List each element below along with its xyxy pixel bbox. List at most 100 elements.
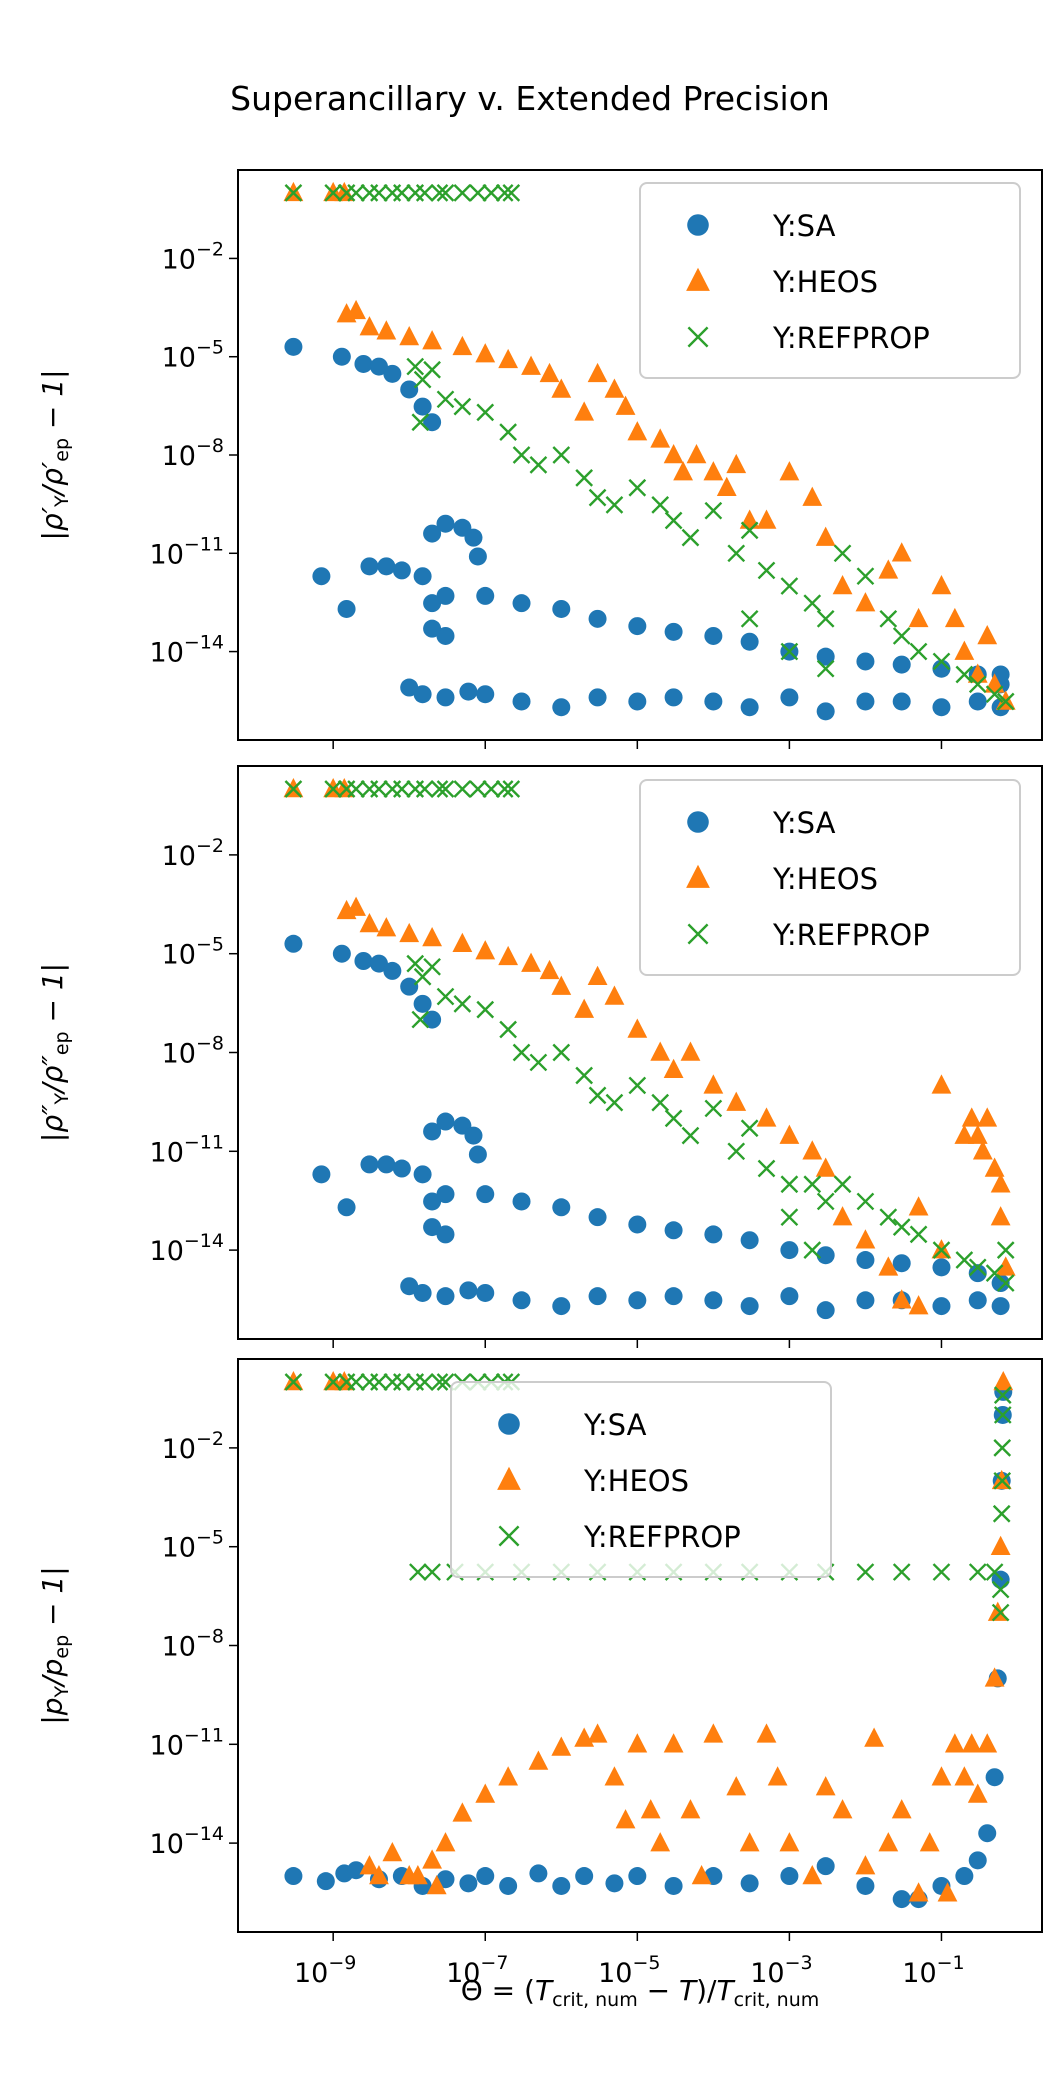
data-point-triangle <box>815 526 836 546</box>
data-point-circle <box>932 1297 951 1316</box>
data-point-triangle <box>779 1124 800 1144</box>
data-point-triangle <box>551 975 572 995</box>
data-point-triangle <box>990 1173 1011 1193</box>
data-point-circle <box>413 685 432 704</box>
data-point-circle <box>575 1867 594 1886</box>
y-label-subscript: ep <box>51 1635 73 1659</box>
data-point-triangle <box>984 1157 1005 1177</box>
x-tick-exponent: −5 <box>632 1952 660 1974</box>
data-point-circle <box>383 364 402 383</box>
data-point-triangle <box>680 1041 701 1061</box>
data-point-circle <box>704 626 723 645</box>
x-tick-exponent: −1 <box>937 1952 965 1974</box>
data-point-x <box>704 501 723 520</box>
data-point-x <box>495 780 514 798</box>
data-point-triangle <box>452 1802 473 1822</box>
data-point-circle <box>436 1112 455 1131</box>
data-point-x <box>411 1010 430 1029</box>
data-point-x <box>991 1580 1010 1599</box>
data-point-circle <box>512 594 531 613</box>
data-point-x <box>605 1093 624 1112</box>
data-point-triangle <box>864 1727 884 1747</box>
y-tick-base: 10 <box>150 1137 184 1168</box>
data-point-x <box>347 184 365 202</box>
data-point-x <box>499 423 517 441</box>
data-layer <box>283 778 1016 1320</box>
data-point-triangle <box>944 1733 965 1753</box>
data-point-x <box>360 1373 379 1391</box>
data-point-x <box>996 692 1015 711</box>
y-tick-exponent: −8 <box>196 435 224 457</box>
data-point-x <box>803 1241 822 1259</box>
y-tick-base: 10 <box>150 539 184 570</box>
data-point-triangle <box>802 486 823 506</box>
y-tick-exponent: −5 <box>196 1527 224 1549</box>
data-point-triangle <box>977 1733 998 1753</box>
data-point-circle <box>664 1876 683 1895</box>
data-point-circle <box>284 337 303 356</box>
data-point-x <box>664 511 683 530</box>
data-point-triangle <box>686 444 707 464</box>
data-point-x <box>651 496 670 514</box>
legend: Y:SA Y:HEOS Y:REFPROP <box>639 182 1021 379</box>
y-tick-label: 10−14 <box>150 1230 224 1267</box>
y-tick-base: 10 <box>162 343 196 374</box>
y-tick-exponent: −5 <box>196 934 224 956</box>
data-point-circle <box>459 1874 478 1893</box>
data-point-x <box>780 1175 799 1194</box>
data-point-x <box>681 528 700 547</box>
data-point-x <box>430 1373 449 1391</box>
data-point-triangle <box>475 940 496 960</box>
data-point-circle <box>476 1185 495 1204</box>
data-point-circle <box>552 1198 571 1217</box>
data-point-triangle <box>346 299 366 320</box>
data-point-circle <box>968 1264 987 1283</box>
y-tick-label: 10−11 <box>150 533 224 570</box>
data-point-x <box>575 469 594 487</box>
data-point-x <box>993 1386 1012 1404</box>
data-point-triangle <box>891 1799 912 1819</box>
data-point-triangle <box>855 592 876 612</box>
y-label-subscript: ep <box>51 1031 73 1055</box>
x-tick-exponent: −9 <box>328 1952 356 1974</box>
data-point-triangle <box>435 1832 456 1852</box>
data-point-triangle <box>587 965 608 985</box>
data-point-triangle <box>528 1750 549 1770</box>
y-tick-exponent: −2 <box>196 1428 224 1450</box>
y-tick-exponent: −2 <box>196 238 224 260</box>
data-point-x <box>727 544 746 563</box>
data-point-circle <box>588 1208 607 1227</box>
data-point-circle <box>628 617 647 636</box>
legend: Y:SA Y:HEOS Y:REFPROP <box>450 1381 832 1578</box>
data-point-triangle <box>452 335 473 356</box>
data-point-circle <box>664 622 683 641</box>
legend-label: Y:HEOS <box>772 862 878 896</box>
data-point-circle <box>423 413 442 432</box>
data-point-x <box>383 184 402 202</box>
data-point-circle <box>932 1258 951 1277</box>
data-point-circle <box>284 934 303 953</box>
data-point-x <box>879 1208 898 1227</box>
data-point-x <box>393 1373 411 1391</box>
data-point-circle <box>459 1281 478 1300</box>
data-point-circle <box>332 347 351 366</box>
data-point-triangle <box>726 453 747 474</box>
data-point-x <box>552 446 571 464</box>
data-point-x <box>552 1043 571 1062</box>
data-point-triangle <box>919 1832 940 1852</box>
legend-label: Y:REFPROP <box>583 1520 741 1554</box>
data-point-circle <box>284 1867 303 1886</box>
data-point-triangle <box>855 1855 876 1875</box>
legend-marker-triangle <box>497 1466 521 1490</box>
data-point-triangle <box>716 476 737 497</box>
x-tick-exponent: −3 <box>785 1952 813 1974</box>
data-point-circle <box>816 702 835 721</box>
data-point-triangle <box>663 1733 684 1753</box>
data-point-x <box>780 642 799 661</box>
data-point-x <box>628 1076 647 1095</box>
y-axis-label: |ρ′Y/ρ′ep − 1| <box>36 369 73 540</box>
data-point-triangle <box>878 559 899 579</box>
y-tick-label: 10−14 <box>150 1823 224 1860</box>
data-point-x <box>383 1373 402 1391</box>
